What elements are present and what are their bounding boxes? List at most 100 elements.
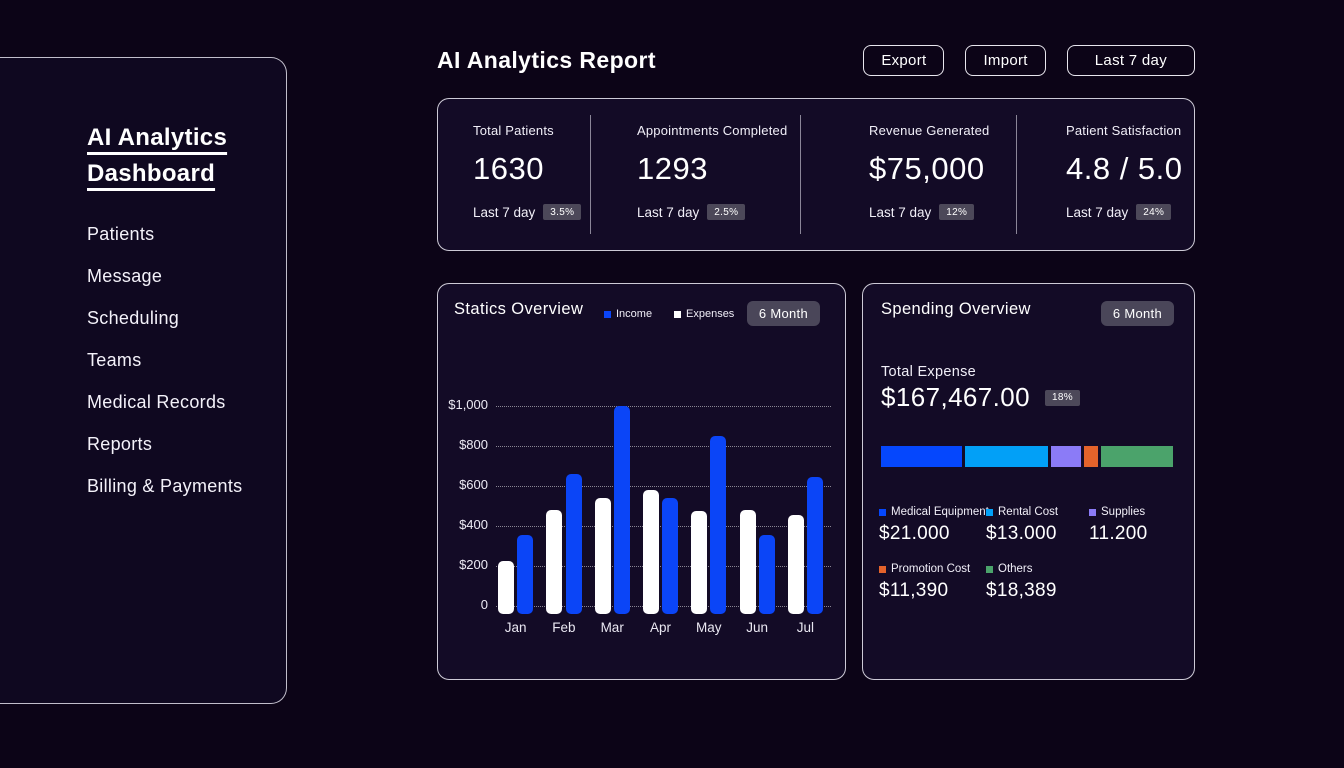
sidebar-item-billing-payments[interactable]: Billing & Payments: [87, 476, 243, 496]
expenses-bar-jul: [787, 515, 804, 614]
sidebar: AI Analytics Dashboard Patients Message Sc…: [0, 57, 287, 704]
gridline: [496, 446, 831, 447]
stat-value: $75,000: [869, 151, 985, 186]
page-header: AI Analytics Report Export Import Last 7…: [437, 44, 1195, 76]
expense-item-value: $11,390: [879, 580, 949, 601]
stat-label: Total Patients: [473, 123, 554, 138]
y-axis-label: 0: [480, 597, 488, 612]
expenses-bar-may: [691, 511, 708, 614]
header-buttons: Export Import Last 7 day: [863, 44, 1195, 76]
total-expense-value: $167,467.00: [881, 382, 1030, 412]
stat-value: 1630: [473, 151, 544, 186]
x-axis-label-apr: Apr: [649, 620, 671, 635]
stat-delta-badge: 3.5%: [543, 204, 582, 220]
expense-item-supplies: Supplies 11.200: [1089, 506, 1148, 545]
sidebar-item-scheduling[interactable]: Scheduling: [87, 308, 180, 328]
others-segment: [1100, 446, 1174, 467]
spending-period-badge[interactable]: 6 Month: [1100, 301, 1174, 326]
stat-value: 4.8 / 5.0: [1066, 151, 1183, 186]
medical-equipment-segment: [881, 446, 962, 467]
stat-patient-satisfaction: Patient Satisfaction 4.8 / 5.0 Last 7 day 2…: [1016, 99, 1194, 250]
stat-period-label: Last 7 day: [637, 204, 700, 220]
main-content: AI Analytics Report Export Import Last 7…: [437, 0, 1195, 680]
expense-item-others: Others $18,389: [986, 563, 1057, 602]
statics-period-badge[interactable]: 6 Month: [746, 301, 820, 326]
x-axis-label-jun: Jun: [746, 620, 768, 635]
legend-expenses-label: Expenses: [686, 308, 735, 320]
expense-segments-bar: [881, 446, 1174, 467]
sidebar-title-line1: AI Analytics: [87, 124, 228, 151]
stat-period: Last 7 day 2.5%: [637, 204, 800, 220]
promotion-cost-marker-icon: [879, 565, 886, 573]
y-axis-label: $1,000: [448, 397, 488, 412]
charts-row: Statics Overview Income Expenses 6 Month…: [437, 283, 1195, 680]
date-range-button[interactable]: Last 7 day: [1066, 44, 1195, 76]
stat-total-patients: Total Patients 1630 Last 7 day 3.5%: [438, 99, 590, 250]
stat-appointments-completed: Appointments Completed 1293 Last 7 day 2.5%: [590, 99, 800, 250]
total-expense-label: Total Expense: [881, 364, 976, 380]
statics-overview-title: Statics Overview: [454, 300, 584, 318]
expenses-bar-mar: [594, 498, 611, 614]
expense-item-value: $18,389: [986, 580, 1057, 601]
x-axis-label-feb: Feb: [552, 620, 576, 635]
x-axis-label-jul: Jul: [796, 620, 815, 635]
expense-item-name: Rental Cost: [998, 506, 1059, 518]
bar-chart: $1,000 $800 $600 $400 $200 0 Jan Feb Mar Apr May Ju…: [438, 284, 845, 679]
x-axis-label-mar: Mar: [600, 620, 624, 635]
export-button[interactable]: Export: [863, 44, 945, 76]
expense-item-name: Medical Equipment: [891, 506, 989, 518]
stat-period-label: Last 7 day: [473, 204, 536, 220]
sidebar-title-line2: Dashboard: [87, 160, 216, 187]
rental-cost-segment: [964, 446, 1048, 467]
y-axis-label: $400: [459, 517, 488, 532]
stat-period-label: Last 7 day: [869, 204, 932, 220]
expense-item-value: 11.200: [1089, 523, 1148, 544]
expenses-bar-apr: [642, 490, 659, 614]
stat-period-label: Last 7 day: [1066, 204, 1129, 220]
expense-item-name: Others: [998, 563, 1033, 575]
expense-item-label: Others: [986, 563, 1057, 575]
x-axis-label-may: May: [696, 620, 722, 635]
supplies-marker-icon: [1089, 508, 1096, 516]
stat-delta-badge: 12%: [939, 204, 975, 220]
expense-item-label: Supplies: [1089, 506, 1148, 518]
import-button[interactable]: Import: [965, 44, 1046, 76]
income-bar-feb: [565, 474, 582, 614]
income-bar-may: [710, 436, 727, 614]
expense-item-name: Promotion Cost: [891, 563, 971, 575]
gridline: [496, 406, 831, 407]
y-axis-label: $200: [459, 557, 488, 572]
sidebar-item-patients[interactable]: Patients: [87, 224, 155, 244]
expense-item-promotion-cost: Promotion Cost $11,390: [879, 563, 970, 602]
sidebar-item-medical-records[interactable]: Medical Records: [87, 392, 226, 412]
stat-period: Last 7 day 3.5%: [473, 204, 590, 220]
legend-income: Income: [604, 308, 652, 320]
page-title: AI Analytics Report: [437, 46, 656, 73]
income-bar-jan: [517, 535, 534, 614]
expense-item-label: Rental Cost: [986, 506, 1058, 518]
spending-overview-card: Spending Overview 6 Month Total Expense …: [862, 283, 1195, 680]
stat-period: Last 7 day 24%: [1066, 204, 1194, 220]
expense-item-value: $13.000: [986, 523, 1057, 544]
others-marker-icon: [986, 565, 993, 573]
sidebar-item-message[interactable]: Message: [87, 266, 163, 286]
legend-income-label: Income: [616, 308, 653, 320]
expense-item-medical-equipment: Medical Equipment $21.000: [879, 506, 989, 545]
gridline: [496, 486, 831, 487]
expenses-bar-jun: [739, 510, 756, 614]
sidebar-item-teams[interactable]: Teams: [87, 350, 142, 370]
expenses-bar-feb: [546, 510, 563, 614]
expense-item-rental-cost: Rental Cost $13.000: [986, 506, 1058, 545]
expense-item-name: Supplies: [1101, 506, 1146, 518]
stat-revenue-generated: Revenue Generated $75,000 Last 7 day 12%: [800, 99, 1016, 250]
stat-period: Last 7 day 12%: [869, 204, 1016, 220]
income-bar-mar: [613, 406, 630, 614]
rental-cost-marker-icon: [986, 508, 993, 516]
income-marker-icon: [604, 310, 611, 318]
legend-expenses: Expenses: [674, 308, 734, 320]
stat-label: Patient Satisfaction: [1066, 123, 1182, 138]
income-bar-apr: [662, 498, 679, 614]
stat-delta-badge: 2.5%: [707, 204, 746, 220]
sidebar-item-reports[interactable]: Reports: [87, 434, 153, 454]
expense-item-label: Medical Equipment: [879, 506, 989, 518]
